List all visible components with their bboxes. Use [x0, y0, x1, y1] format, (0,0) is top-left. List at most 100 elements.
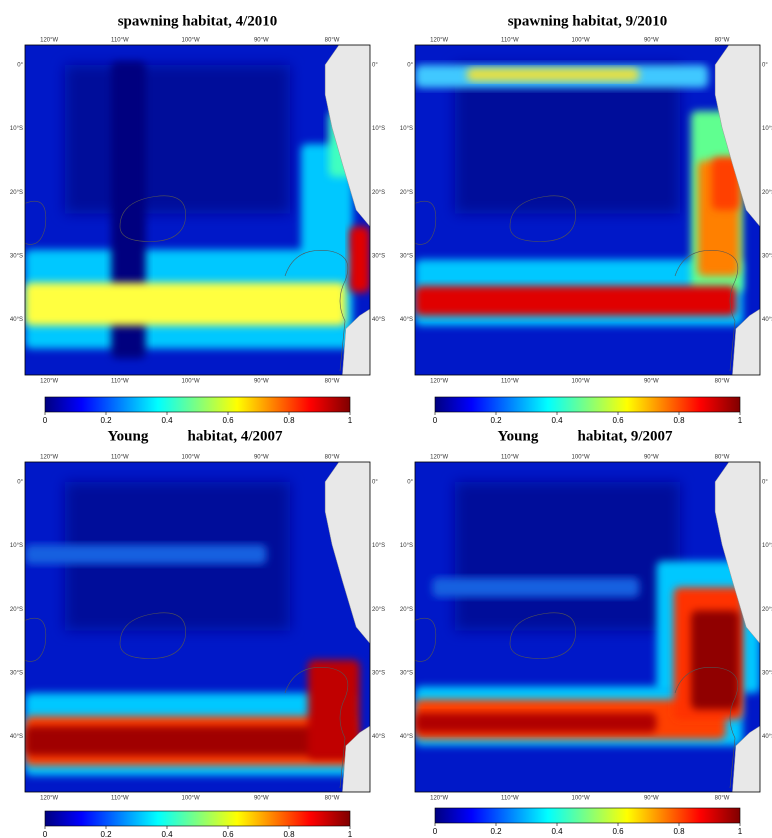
y-axis-label: 0°	[762, 62, 768, 68]
x-axis-label: 110°W	[111, 455, 129, 461]
x-axis-label: 100°W	[572, 796, 590, 802]
y-axis-label: 40°S	[400, 734, 413, 740]
colorbar	[434, 807, 741, 824]
y-axis-label: 0°	[372, 62, 378, 68]
x-axis-label: 110°W	[111, 379, 129, 385]
colorbar-tick-label: 0	[433, 416, 438, 425]
contour	[25, 612, 349, 789]
y-axis-label: 20°S	[400, 607, 413, 613]
ocean-dark	[455, 65, 680, 214]
x-axis-label: 100°W	[572, 38, 590, 44]
colorbar-tick-label: 0.2	[100, 416, 112, 425]
x-axis-label: 120°W	[40, 379, 58, 385]
y-axis-label: 0°	[762, 479, 768, 485]
x-axis-label: 110°W	[501, 38, 519, 44]
y-axis-label: 40°S	[400, 317, 413, 323]
map-panel: Young habitat, 4/2007 120°W 120°W 110°W 110°W…	[10, 428, 385, 838]
x-axis-label: 80°W	[325, 455, 340, 461]
panel-title: habitat, 4/2007	[188, 428, 284, 444]
x-axis-label: 90°W	[254, 379, 269, 385]
y-axis-label: 40°S	[762, 734, 772, 740]
contour	[415, 612, 739, 789]
colorbar-tick-label: 1	[348, 416, 353, 425]
habitat-band	[25, 282, 346, 326]
x-axis-label: 100°W	[182, 379, 200, 385]
x-axis-label: 90°W	[644, 379, 659, 385]
x-axis-label: 100°W	[182, 455, 200, 461]
y-axis-label: 10°S	[762, 126, 772, 132]
x-axis-label: 100°W	[182, 38, 200, 44]
panel-title: spawning habitat, 4/2010	[118, 13, 278, 29]
y-axis-label: 0°	[372, 479, 378, 485]
y-axis-label: 20°S	[400, 190, 413, 196]
x-axis-label: 80°W	[715, 796, 730, 802]
map-frame	[24, 44, 371, 376]
land	[324, 45, 370, 227]
y-axis-label: 20°S	[372, 607, 385, 613]
x-axis-label: 120°W	[430, 796, 448, 802]
colorbar-tick-label: 0.8	[673, 827, 685, 836]
x-axis-label: 80°W	[325, 379, 340, 385]
x-axis-label: 120°W	[40, 38, 58, 44]
map-panel: spawning habitat, 9/2010 120°W 120°W 110°W 1…	[400, 13, 772, 425]
x-axis-label: 80°W	[325, 796, 340, 802]
y-axis-label: 40°S	[10, 317, 23, 323]
land	[324, 462, 370, 644]
panel-title: Young	[498, 428, 539, 444]
colorbar-tick-label: 0.8	[283, 830, 295, 838]
colorbar-tick-label: 1	[738, 416, 743, 425]
y-axis-label: 0°	[407, 62, 413, 68]
y-axis-label: 30°S	[10, 253, 23, 259]
colorbar-tick-label: 0.8	[673, 416, 685, 425]
y-axis-label: 30°S	[762, 670, 772, 676]
habitat-band	[432, 577, 640, 598]
land	[342, 308, 370, 375]
map-panel: spawning habitat, 4/2010 120°W 120°W 110°W 1…	[10, 13, 385, 425]
y-axis-label: 0°	[407, 479, 413, 485]
panel-title: habitat, 9/2007	[578, 428, 674, 444]
contour	[25, 195, 349, 372]
habitat-field	[415, 462, 760, 792]
habitat-field	[25, 462, 370, 792]
y-axis-label: 10°S	[762, 543, 772, 549]
y-axis-label: 40°S	[762, 317, 772, 323]
x-axis-label: 80°W	[715, 379, 730, 385]
x-axis-label: 90°W	[644, 38, 659, 44]
colorbar-tick-label: 0.4	[161, 830, 173, 838]
land	[732, 308, 760, 375]
x-axis-label: 120°W	[430, 455, 448, 461]
habitat-band	[25, 726, 353, 756]
x-axis-label: 120°W	[430, 38, 448, 44]
colorbar-tick-label: 0	[433, 827, 438, 836]
habitat-band	[415, 285, 736, 316]
habitat-field	[25, 45, 370, 375]
y-axis-label: 20°S	[10, 607, 23, 613]
panel-title: spawning habitat, 9/2010	[508, 13, 668, 29]
colorbar-tick-label: 0	[43, 416, 48, 425]
y-axis-label: 30°S	[400, 670, 413, 676]
x-axis-label: 110°W	[111, 38, 129, 44]
y-axis-label: 30°S	[372, 670, 385, 676]
x-axis-label: 90°W	[644, 455, 659, 461]
x-axis-label: 80°W	[715, 455, 730, 461]
y-axis-label: 10°S	[372, 126, 385, 132]
y-axis-label: 30°S	[400, 253, 413, 259]
x-axis-label: 110°W	[111, 796, 129, 802]
x-axis-label: 120°W	[430, 379, 448, 385]
y-axis-label: 30°S	[762, 253, 772, 259]
land	[714, 45, 760, 227]
y-axis-label: 40°S	[372, 317, 385, 323]
panel-title: Young	[108, 428, 149, 444]
y-axis-label: 20°S	[10, 190, 23, 196]
contour	[415, 195, 739, 372]
y-axis-label: 40°S	[10, 734, 23, 740]
x-axis-label: 100°W	[572, 379, 590, 385]
ocean-dark	[455, 482, 680, 631]
colorbar-tick-label: 0.2	[100, 830, 112, 838]
colorbar-tick-label: 0.4	[161, 416, 173, 425]
x-axis-label: 120°W	[40, 796, 58, 802]
habitat-band	[349, 226, 370, 293]
x-axis-label: 100°W	[572, 455, 590, 461]
x-axis-label: 120°W	[40, 455, 58, 461]
